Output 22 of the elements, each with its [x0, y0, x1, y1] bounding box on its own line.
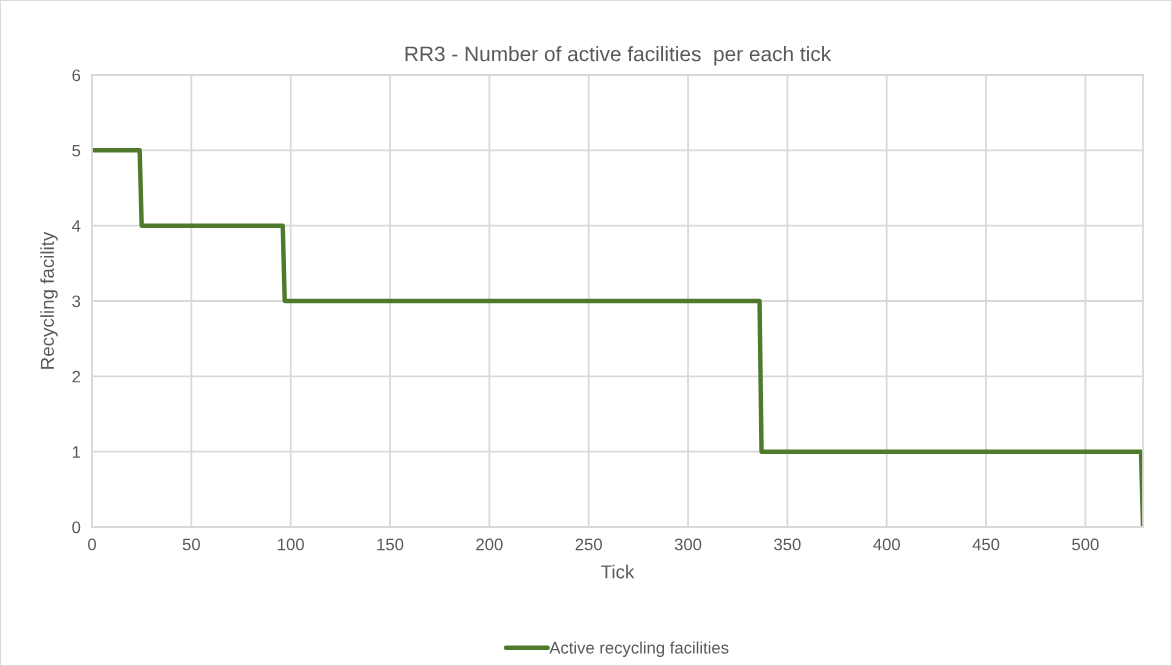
x-tick-label: 0	[88, 538, 96, 551]
x-tick-label: 250	[575, 538, 602, 551]
y-tick-label: 5	[72, 144, 81, 157]
y-tick-label: 4	[72, 220, 81, 232]
x-tick-label: 50	[182, 538, 200, 551]
y-tick-label: 6	[72, 69, 81, 82]
y-tick-label: 1	[72, 446, 81, 458]
y-axis-title: Recycling facility	[40, 231, 58, 369]
x-tick-label: 400	[873, 538, 900, 551]
legend-label: Active recycling facilities	[549, 641, 729, 657]
y-tick-label: 3	[72, 295, 81, 308]
y-tick-label: 2	[72, 370, 81, 383]
x-tick-label: 500	[1072, 538, 1099, 551]
x-axis-title: Tick	[601, 564, 635, 579]
x-tick-label: 100	[278, 538, 304, 551]
y-tick-label: 0	[72, 521, 81, 534]
x-tick-label: 150	[377, 538, 404, 551]
chart-title: RR3 - Number of active facilities per each tick	[405, 46, 832, 66]
x-tick-label: 450	[972, 538, 1000, 551]
x-tick-label: 200	[476, 538, 503, 551]
x-tick-label: 350	[774, 538, 801, 551]
x-tick-label: 300	[674, 538, 702, 551]
